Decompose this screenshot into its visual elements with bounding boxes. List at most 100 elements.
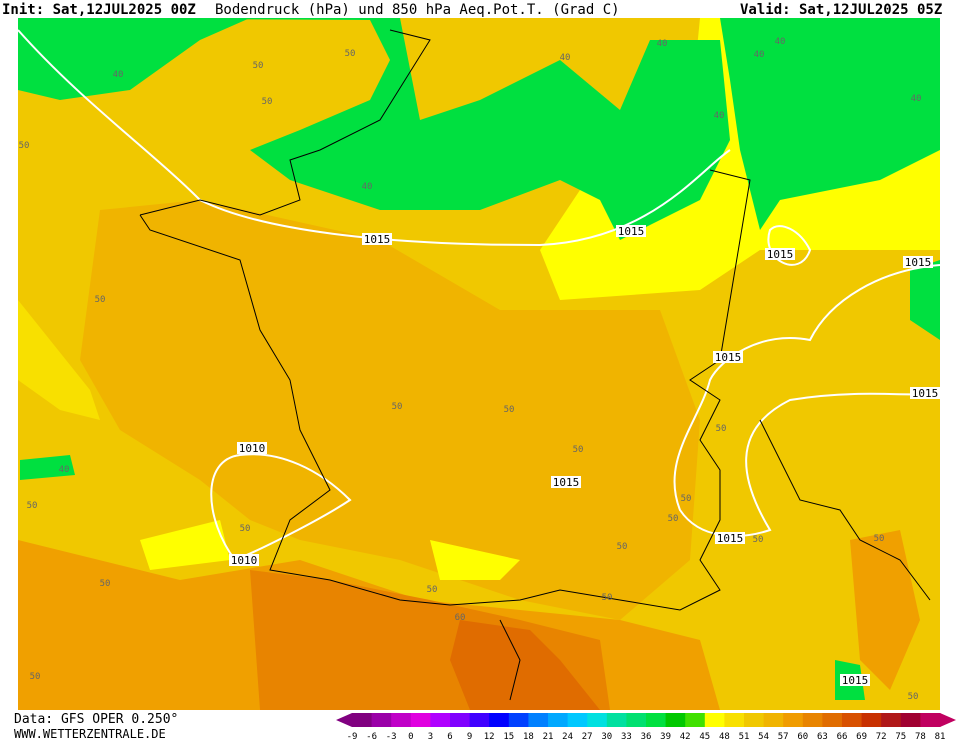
label-bg [616,225,646,237]
colorbar-tick-label: 24 [562,732,573,741]
contour-label: 50 [573,445,584,455]
colorbar-tick-label: 6 [447,732,452,741]
contour-label: 50 [253,61,264,71]
colorbar-tick-label: 33 [621,732,632,741]
colorbar-tick-label: 18 [523,732,534,741]
colorbar-tick-label: 69 [856,732,867,741]
colorbar-tick-label: 48 [719,732,730,741]
colorbar-swatch [528,713,549,727]
valid-time: Valid: Sat,12JUL2025 05Z [740,2,942,18]
contour-label: 40 [911,94,922,104]
colorbar-swatch [606,713,627,727]
contour-label: 40 [560,53,571,63]
contour-label: 50 [30,672,41,682]
contour-label: 50 [240,524,251,534]
colorbar-swatch [802,713,823,727]
site-name: WWW.WETTERZENTRALE.DE [14,727,166,741]
colorbar-tick-label: 45 [699,732,710,741]
colorbar-arrow-low [336,713,352,727]
map-title: Bodendruck (hPa) und 850 hPa Aeq.Pot.T. … [215,2,620,18]
header: Init: Sat,12JUL2025 00Z Bodendruck (hPa)… [0,0,959,18]
label-bg [715,532,745,544]
contour-label: 40 [362,182,373,192]
colorbar-tick-label: -9 [347,732,358,741]
contour-label: 40 [59,465,70,475]
contour-label: 50 [874,534,885,544]
label-bg [713,351,743,363]
colorbar-swatch [646,713,667,727]
colorbar-tick-label: 51 [739,732,750,741]
label-bg [840,674,870,686]
label-bg [910,387,940,399]
colorbar-swatch [704,713,725,727]
contour-label: 50 [27,501,38,511]
colorbar-tick-label: 12 [484,732,495,741]
colorbar-swatch [900,713,921,727]
label-bg [229,554,259,566]
contour-label: 40 [775,37,786,47]
contour-label: 50 [753,535,764,545]
colorbar-swatch [352,713,373,727]
contour-label: 1015 [553,476,580,489]
colorbar-swatch [744,713,765,727]
contour-label: 1015 [905,256,932,269]
colorbar-tick-label: 66 [837,732,848,741]
colorbar-swatch [783,713,804,727]
label-bg [237,442,267,454]
label-bg [903,256,933,268]
contour-label: 60 [455,613,466,623]
colorbar-swatch [822,713,843,727]
borders [139,29,931,701]
contour-label: 1010 [239,442,266,455]
colorbar-tick-label: 15 [503,732,514,741]
colorbar-swatch [587,713,608,727]
colorbar-tick-label: 0 [408,732,413,741]
colorbar-swatch [920,713,941,727]
contour-label: 50 [95,295,106,305]
colorbar: -9 -6 -3 0 3 6 9 12 15 18 21 24 27 30 33 36 39 42 45 48 51 54… [336,713,956,741]
contour-label: 50 [602,593,613,603]
colorbar-tick-label: -6 [366,732,377,741]
colorbar-tick-label: 78 [915,732,926,741]
colorbar-tick-label: 21 [543,732,554,741]
colorbar-tick-label: 9 [467,732,472,741]
init-time: Init: Sat,12JUL2025 00Z [2,2,196,18]
colorbar-tick-label: 60 [797,732,808,741]
contour-label: 40 [113,70,124,80]
colorbar-swatch [469,713,490,727]
colorbar-swatch [450,713,471,727]
contour-label: 50 [908,692,919,702]
label-bg [362,233,392,245]
contour-label: 50 [345,49,356,59]
colorbar-tick-label: 54 [758,732,769,741]
colorbar-swatch [567,713,588,727]
colorbar-swatch [842,713,863,727]
colorbar-swatch [508,713,529,727]
contour-label: 50 [668,514,679,524]
contour-label: 50 [100,579,111,589]
pressure-isobars [17,29,941,562]
field [18,18,940,710]
contour-label: 50 [262,97,273,107]
colorbar-swatch [763,713,784,727]
colorbar-tick-label: 30 [601,732,612,741]
contour-label: 1015 [618,225,645,238]
colorbar-tick-label: 57 [778,732,789,741]
colorbar-tick-label: 39 [660,732,671,741]
colorbar-tick-label: 42 [680,732,691,741]
contour-label: 50 [504,405,515,415]
colorbar-tick-label: 81 [935,732,946,741]
colorbar-swatch [724,713,745,727]
contour-label: 1015 [364,233,391,246]
colorbar-arrow-high [940,713,956,727]
colorbar-tick-label: 36 [641,732,652,741]
contour-label: 50 [716,424,727,434]
colorbar-swatch [410,713,431,727]
contour-label: 1015 [912,387,939,400]
colorbar-tick-label: -3 [386,732,397,741]
colorbar-swatch [626,713,647,727]
contour-label: 40 [754,50,765,60]
contour-label: 40 [714,111,725,121]
map-labels: 40 50 50 50 50 40 40 40 40 40 40 40 1015 1015 1015 1015… [19,37,940,702]
